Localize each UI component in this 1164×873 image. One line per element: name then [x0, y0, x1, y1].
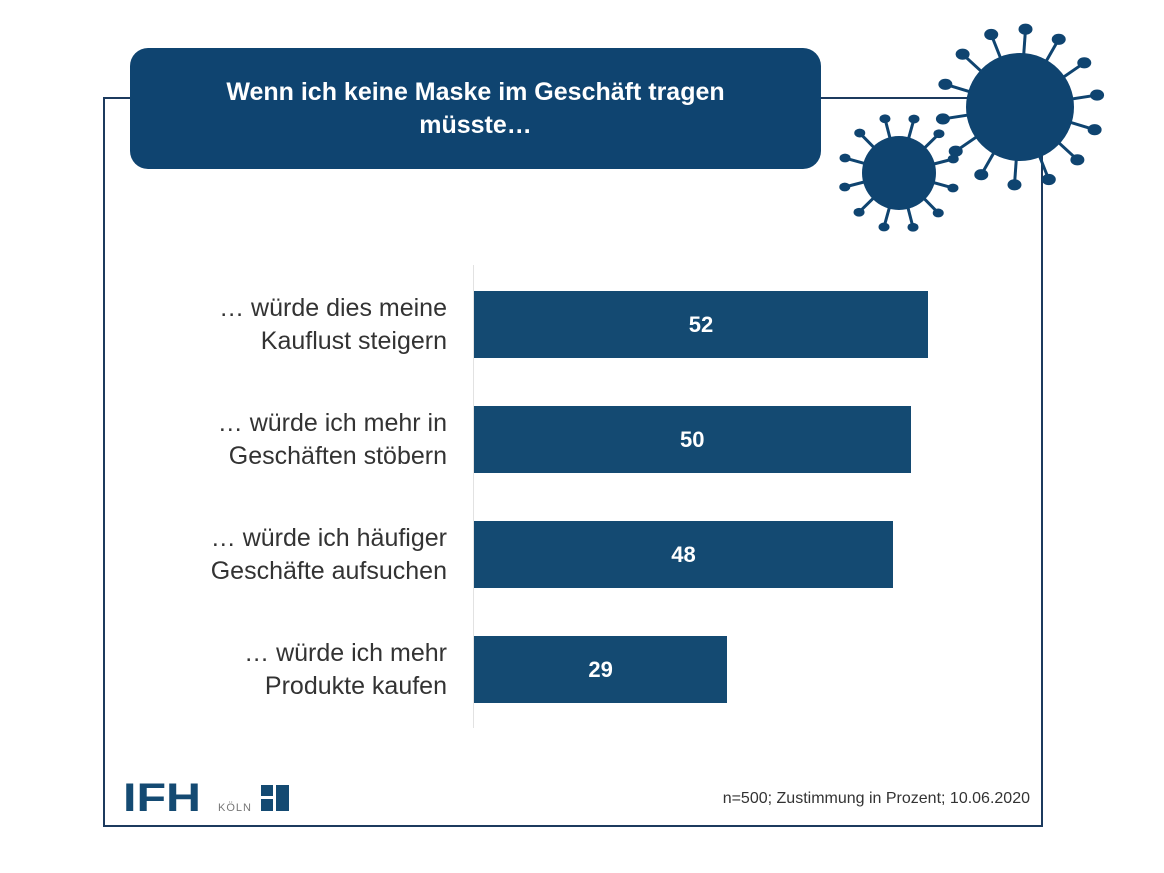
- virus-spike-knob: [878, 222, 890, 232]
- data-label: 52: [688, 311, 714, 337]
- category-label-line: Geschäfte aufsuchen: [210, 557, 447, 585]
- category-label-line: Produkte kaufen: [264, 672, 447, 700]
- virus-small-icon: [839, 114, 959, 232]
- bar: 29: [474, 636, 728, 703]
- category-label-line: … würde ich mehr: [244, 639, 447, 667]
- category-label-line: … würde dies meine: [219, 294, 447, 322]
- data-label: 48: [671, 541, 696, 567]
- virus-spike-knob: [984, 28, 999, 41]
- data-label: 29: [588, 656, 613, 682]
- virus-spike-knob: [1087, 124, 1102, 136]
- category-label-line: Geschäften stöbern: [228, 442, 447, 470]
- virus-spike-knob: [1090, 89, 1105, 101]
- ifh-koeln-logo: IFH KÖLN: [123, 776, 293, 820]
- bar: 50: [474, 406, 911, 473]
- virus-spike-knob: [839, 182, 851, 192]
- category-label: … würde ich häufiger Geschäfte aufsuchen: [117, 522, 447, 588]
- virus-spike-knob: [854, 128, 866, 138]
- footnote: n=500; Zustimmung in Prozent; 10.06.2020: [722, 790, 1030, 807]
- chart-title: Wenn ich keine Maske im Geschäft tragen …: [226, 77, 725, 139]
- virus-spike-knob: [907, 222, 919, 232]
- virus-spike-knob: [955, 48, 970, 60]
- category-label-line: … würde ich mehr in: [217, 409, 447, 437]
- virus-spike-knob: [1051, 33, 1066, 45]
- y-axis-line: [473, 265, 474, 728]
- virus-body: [862, 136, 936, 210]
- virus-spike-knob: [853, 207, 865, 217]
- virus-spike-knob: [839, 153, 851, 163]
- virus-spike-knob: [1077, 57, 1092, 69]
- category-label: … würde dies meine Kauflust steigern: [117, 292, 447, 358]
- category-label-line: Kauflust steigern: [260, 327, 447, 355]
- category-label: … würde ich mehr in Geschäften stöbern: [117, 407, 447, 473]
- category-label-line: … würde ich häufiger: [210, 524, 447, 552]
- virus-spike-knob: [1018, 23, 1033, 35]
- virus-body: [966, 53, 1074, 161]
- bar: 52: [474, 291, 928, 358]
- svg-text:IFH: IFH: [123, 781, 201, 815]
- virus-spike-knob: [908, 114, 920, 124]
- virus-spike-knob: [935, 113, 950, 125]
- virus-spike-knob: [1070, 154, 1085, 166]
- svg-text:KÖLN: KÖLN: [218, 802, 252, 814]
- title-box: Wenn ich keine Maske im Geschäft tragen …: [130, 48, 821, 169]
- virus-spike-knob: [948, 145, 963, 157]
- virus-large-icon: [935, 23, 1105, 191]
- virus-spike-knob: [974, 169, 989, 181]
- virus-spike-knob: [947, 154, 959, 164]
- category-label: … würde ich mehr Produkte kaufen: [117, 637, 447, 703]
- virus-spike-knob: [879, 114, 891, 124]
- virus-spike-knob: [1007, 179, 1022, 191]
- data-label: 50: [680, 426, 705, 452]
- virus-spike-knob: [1041, 173, 1056, 186]
- virus-spike-knob: [932, 208, 944, 218]
- bar: 48: [474, 521, 894, 588]
- virus-spike-knob: [938, 78, 953, 90]
- virus-spike-knob: [947, 183, 959, 193]
- virus-spike-knob: [933, 129, 945, 139]
